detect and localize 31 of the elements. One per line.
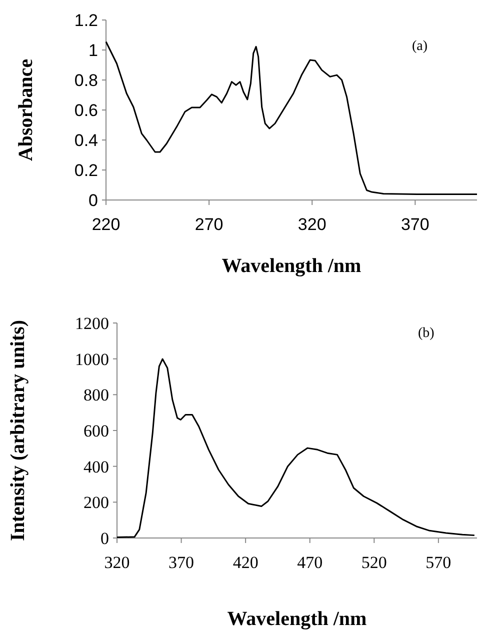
x-tick-label: 520 — [361, 553, 387, 572]
y-tick-label: 1000 — [75, 350, 109, 369]
x-tick-label: 270 — [194, 215, 224, 234]
line-series — [105, 41, 478, 196]
y-tick-label: 1 — [88, 40, 98, 60]
annotation: (b) — [418, 326, 435, 341]
y-axis-title: Intensity (arbitrary units) — [7, 320, 29, 542]
y-tick-label: 1.2 — [74, 10, 98, 30]
x-tick-label: 420 — [232, 553, 258, 572]
y-tick-label: 0.6 — [74, 100, 98, 120]
x-tick-label: 370 — [168, 553, 194, 572]
x-tick-label: 320 — [104, 553, 130, 572]
y-tick-label: 200 — [84, 493, 109, 512]
annotation: (a) — [412, 39, 428, 54]
y-tick-label: 0 — [100, 528, 109, 548]
y-tick-label: 0.2 — [74, 160, 98, 180]
y-tick-label: 400 — [84, 457, 109, 476]
x-tick-label: 320 — [298, 215, 326, 234]
y-tick-label: 800 — [84, 386, 109, 405]
y-tick-label: 0 — [88, 190, 98, 210]
y-axis-title: Absorbance — [15, 58, 37, 162]
x-tick-label: 370 — [400, 215, 430, 234]
y-tick-label: 600 — [84, 421, 109, 440]
x-axis-title: Wavelength /nm — [222, 255, 362, 277]
y-tick-label: 1200 — [75, 314, 109, 333]
y-tick-label: 0.4 — [74, 130, 98, 150]
x-tick-label: 570 — [426, 553, 452, 572]
x-tick-label: 470 — [297, 553, 323, 572]
x-tick-label: 220 — [92, 215, 120, 234]
y-tick-label: 0.8 — [74, 70, 98, 90]
x-axis-title: Wavelength /nm — [227, 608, 368, 630]
